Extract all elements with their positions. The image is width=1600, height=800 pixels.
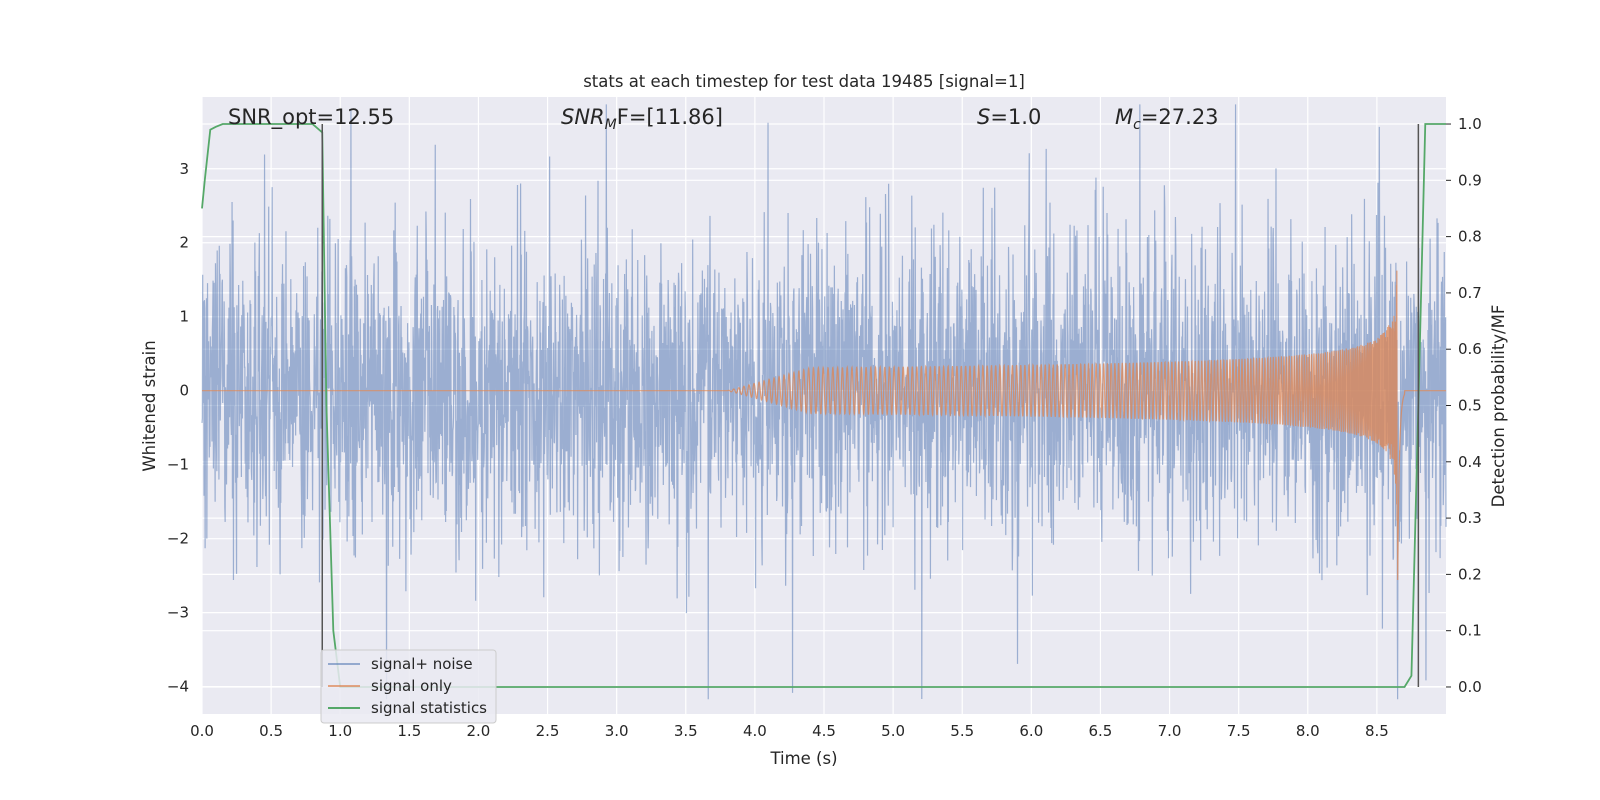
y-left-tick-label: 1: [179, 308, 189, 326]
y-left-tick-label: −2: [167, 530, 189, 548]
y-left-tick-label: 3: [179, 160, 189, 178]
vertical-lines: [321, 124, 1420, 687]
annotation-snr-mf-base: SNR: [561, 105, 605, 129]
x-tick-labels: 0.0 0.5 1.0 1.5 2.0 2.5 3.0 3.5 4.0 4.5 5.0 5.5 6.0 6…: [190, 722, 1389, 740]
annotation-s: S=1.0: [977, 105, 1041, 129]
y-left-tick-label: −4: [167, 678, 189, 696]
y-right-tick-label: 1.0: [1458, 115, 1482, 133]
annotation-snr-opt: SNR_opt=12.55: [228, 105, 394, 130]
y-right-tick-label: 0.6: [1458, 340, 1482, 358]
x-tick-label: 7.0: [1158, 722, 1182, 740]
x-tick-label: 7.5: [1227, 722, 1251, 740]
x-tick-label: 5.5: [950, 722, 974, 740]
y-right-tick-label: 0.1: [1458, 622, 1482, 640]
y-left-tick-label: 2: [179, 234, 189, 252]
x-tick-label: 3.5: [674, 722, 698, 740]
series-signal-plus-noise: [201, 104, 1447, 700]
y-left-tick-label: −1: [167, 456, 189, 474]
x-tick-label: 8.0: [1296, 722, 1320, 740]
legend-label-signal-plus-noise: signal+ noise: [371, 655, 473, 673]
x-tick-label: 8.5: [1365, 722, 1389, 740]
x-tick-label: 2.0: [467, 722, 491, 740]
y-right-tick-label: 0.8: [1458, 228, 1482, 246]
annotation-snr-mf-sub: M: [605, 117, 617, 133]
legend-box: [320, 649, 497, 724]
y-left-tick-label: −3: [167, 604, 189, 622]
legend-label-signal-only: signal only: [371, 677, 452, 695]
annotation-mc: Mc=27.23: [1115, 105, 1219, 133]
y-left-tick-labels: 3 2 1 0 −1 −2 −3 −4: [167, 160, 189, 696]
y-right-tick-label: 0.3: [1458, 509, 1482, 527]
y-right-tick-label: 0.2: [1458, 565, 1482, 583]
x-tick-label: 0.0: [190, 722, 214, 740]
x-tick-label: 3.0: [605, 722, 629, 740]
annotation-mc-rest: =27.23: [1141, 105, 1219, 129]
signal-only-line: [202, 270, 1446, 581]
y-right-tick-label: 0.7: [1458, 284, 1482, 302]
x-tick-label: 1.5: [397, 722, 421, 740]
x-tick-label: 0.5: [259, 722, 283, 740]
annotation-mc-sub: c: [1133, 117, 1141, 133]
x-tick-label: 5.0: [881, 722, 905, 740]
chart-title: stats at each timestep for test data 194…: [583, 72, 1025, 91]
x-tick-label: 4.5: [812, 722, 836, 740]
x-tick-label: 4.0: [743, 722, 767, 740]
annotation-s-base: S: [977, 105, 990, 129]
legend-label-signal-statistics: signal statistics: [371, 699, 487, 717]
x-tick-label: 2.5: [536, 722, 560, 740]
y-right-tick-label: 0.4: [1458, 453, 1482, 471]
x-tick-label: 6.0: [1019, 722, 1043, 740]
annotation-snr-mf-rest: F=[11.86]: [617, 105, 723, 129]
x-tick-label: 1.0: [328, 722, 352, 740]
y-right-tick-label: 0.0: [1458, 678, 1482, 696]
legend: signal+ noise signal only signal statist…: [320, 649, 497, 724]
y-left-axis-label: Whitened strain: [140, 340, 159, 471]
x-axis-label: Time (s): [769, 749, 837, 768]
x-tick-label: 6.5: [1089, 722, 1113, 740]
y-right-tick-labels: 1.0 0.9 0.8 0.7 0.6 0.5 0.4 0.3 0.2 0.1 0.0: [1446, 115, 1482, 696]
annotation-s-rest: =1.0: [990, 105, 1041, 129]
y-right-tick-label: 0.5: [1458, 397, 1482, 415]
annotation-mc-base: M: [1115, 105, 1133, 129]
annotation-snr-mf: SNRMF=[11.86]: [561, 105, 723, 133]
y-right-axis-label: Detection probability/MF: [1489, 305, 1508, 508]
signal-plus-noise-line: [201, 104, 1447, 700]
series-signal-only: [202, 270, 1446, 581]
y-left-tick-label: 0: [179, 382, 189, 400]
y-right-tick-label: 0.9: [1458, 171, 1482, 189]
